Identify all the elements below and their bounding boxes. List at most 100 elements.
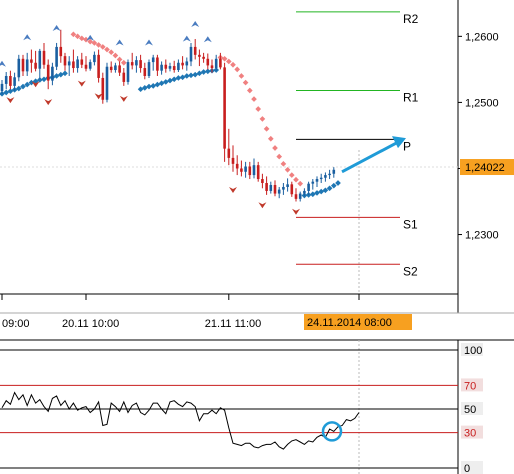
candle-body [80, 59, 84, 65]
rsi-tick-bg [461, 425, 483, 439]
candle-body [21, 58, 25, 72]
price-tick-label: 1,2600 [465, 31, 499, 43]
psar-dot-down [255, 106, 262, 112]
psar-dot-up [167, 77, 173, 84]
candle-body [189, 46, 193, 62]
psar-dot-up [335, 180, 341, 186]
candle-body [303, 190, 306, 194]
psar-dot-down [288, 172, 295, 178]
psar-dot-up [137, 86, 144, 93]
candle-body [105, 66, 109, 100]
psar-dot-up [150, 83, 157, 89]
candle-body [290, 184, 294, 195]
fractal-down-marker [94, 93, 103, 100]
candle-body [298, 193, 302, 199]
psar-dot-up [162, 79, 169, 85]
current-price-tag [460, 159, 514, 176]
psar-dot-up [192, 71, 199, 78]
time-tick-label: 21.11 11:00 [205, 318, 261, 330]
candle-body [235, 163, 239, 169]
rsi-tick-label: 70 [464, 380, 476, 392]
psar-dot-down [276, 153, 283, 160]
candle-body [286, 184, 289, 187]
fractal-down-marker [44, 99, 53, 106]
rsi-tick-label: 100 [464, 345, 482, 357]
candle-body [219, 58, 222, 68]
psar-dot-down [234, 66, 241, 73]
candle-body [160, 64, 163, 71]
psar-dot-up [309, 191, 316, 198]
candle-body [114, 65, 117, 71]
candle-body [328, 173, 331, 176]
candle-body [231, 157, 235, 164]
candle-body [227, 148, 231, 158]
candle-body [84, 64, 88, 69]
fractal-up-marker [52, 25, 61, 32]
candle-body [122, 72, 126, 82]
candle-body [261, 179, 264, 184]
psar-dot-down [297, 180, 304, 187]
candle-body [97, 54, 100, 78]
psar-dot-up [200, 69, 207, 75]
candle-body [101, 77, 105, 100]
fractal-up-marker [23, 34, 32, 41]
psar-dot-down [246, 87, 253, 94]
fractal-down-marker [292, 208, 300, 215]
rsi-tick-bg [461, 378, 483, 392]
candle-body [13, 77, 16, 86]
candle-body [168, 66, 172, 69]
psar-dot-up [175, 75, 182, 81]
candle-body [135, 60, 138, 66]
fractal-down-marker [229, 187, 237, 194]
candle-body [223, 67, 226, 149]
fractal-down-marker [6, 97, 15, 104]
psar-dot-down [259, 116, 266, 122]
psar-dot-down [280, 161, 287, 167]
candle-body [38, 50, 42, 69]
candle-body [248, 166, 252, 176]
candle-body [76, 59, 79, 69]
rsi-tick-bg [461, 343, 483, 356]
candle-body [269, 184, 273, 191]
price-tick-label: 1,2500 [465, 97, 499, 109]
pivot-label-r1: R1 [403, 91, 419, 105]
candle-body [143, 68, 147, 76]
candle-body [332, 169, 336, 174]
psar-dot-up [15, 85, 22, 92]
candle-body [46, 64, 50, 81]
candle-body [210, 65, 214, 69]
candle-body [93, 54, 96, 63]
psar-dot-up [314, 190, 320, 196]
psar-dot-down [284, 166, 291, 173]
psar-dot-up [196, 70, 203, 77]
rsi-tick-label: 0 [464, 463, 470, 474]
candle-body [319, 177, 323, 180]
psar-dot-up [24, 81, 31, 88]
psar-dot-down [242, 79, 249, 86]
candle-body [311, 181, 315, 184]
candle-body [156, 57, 159, 71]
fractal-down-marker [31, 81, 40, 88]
fractal-up-marker [191, 21, 200, 28]
candle-body [118, 65, 121, 73]
psar-dot-up [146, 83, 152, 90]
candle-body [282, 186, 285, 190]
psar-dot-up [20, 83, 26, 90]
candle-body [25, 59, 29, 72]
candle-body [30, 59, 33, 63]
psar-dot-up [326, 185, 333, 192]
fractal-up-marker [115, 39, 124, 46]
fractal-up-marker [0, 60, 6, 67]
pivot-label-r2: R2 [403, 12, 419, 26]
psar-dot-up [183, 73, 190, 79]
candle-body [4, 75, 8, 84]
time-tick-label: 20.11 10:00 [62, 318, 119, 330]
candle-body [151, 57, 155, 63]
psar-dot-up [158, 80, 165, 87]
fractal-down-marker [258, 202, 267, 209]
candle-body [34, 62, 37, 69]
psar-dot-up [28, 79, 35, 86]
candle-body [130, 62, 134, 66]
candle-body [265, 183, 268, 191]
